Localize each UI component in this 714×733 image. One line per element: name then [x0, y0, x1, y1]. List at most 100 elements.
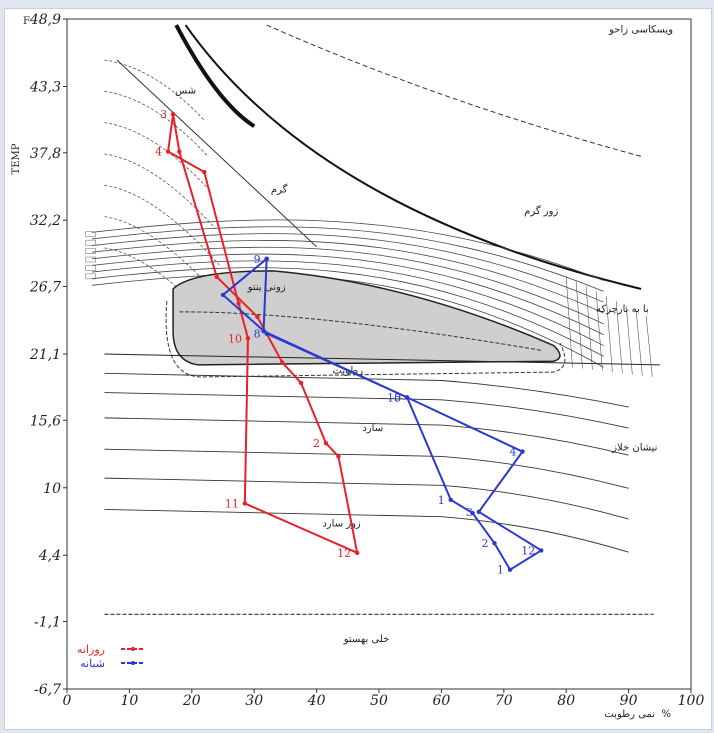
evap-line [645, 315, 653, 377]
comfort-zone-divider [179, 311, 542, 351]
fan-curve [104, 153, 216, 229]
scale-box [85, 248, 96, 254]
series-point [202, 169, 207, 175]
x-tick-label: 60 [432, 693, 450, 709]
series-point [354, 550, 360, 556]
series-point [470, 510, 475, 516]
zone-label: گرم [271, 184, 288, 196]
series-point [298, 380, 304, 386]
y-tick-label: 26,7 [29, 280, 61, 296]
series-point-label: 3 [466, 506, 473, 519]
shading-line [104, 353, 660, 366]
fan-curve [104, 59, 205, 121]
series-point [220, 292, 226, 298]
zone-label: شس [175, 86, 196, 97]
wind-curve [91, 267, 604, 357]
series-point [264, 331, 269, 336]
radiation-line [104, 477, 629, 520]
evap-line [615, 300, 623, 374]
series-point [476, 509, 482, 515]
series-point [177, 149, 182, 154]
x-tick-label: 100 [678, 693, 705, 709]
series-point-label: 5 [394, 391, 401, 404]
series-point [264, 256, 269, 262]
radiation-line [104, 509, 629, 553]
series-point-label: 12 [521, 544, 535, 557]
series-point [242, 501, 248, 506]
series-point [255, 314, 260, 319]
wind-curve [91, 253, 604, 336]
bioclimatic-chart-paper: 0 10 20 30 40 50 60 70 80 90 100 48,9 43,3 37,8 32,2 26… [4, 8, 712, 730]
upper-dashed-curve [266, 24, 642, 157]
x-tick-label: 90 [620, 693, 638, 709]
y-tick-label: 37,8 [30, 146, 61, 162]
y-tick-label: 15,6 [30, 413, 61, 429]
evap-line [575, 281, 583, 369]
y-tick-label: -6,7 [34, 682, 61, 698]
wind-curve [91, 219, 604, 281]
evap-line [565, 276, 573, 368]
x-axis-label: % [661, 709, 671, 720]
y-tick-label: -1,1 [34, 615, 61, 631]
x-tick-label: 30 [245, 693, 263, 709]
evap-line [605, 296, 613, 373]
series-point-label: 12 [337, 547, 351, 560]
boundary-curve-thick [174, 24, 256, 128]
legend-day-label: روزانه [77, 643, 105, 656]
series-point [404, 395, 410, 400]
series-point [261, 328, 266, 334]
series-point-label: 10 [228, 332, 242, 345]
series-point [236, 301, 241, 306]
scale-box [85, 273, 96, 280]
series-point [323, 440, 329, 446]
evap-line [635, 310, 643, 376]
zone-label: زور سارد [322, 518, 361, 529]
y-tick-label: 32,2 [30, 213, 61, 229]
zone-label: خلی بهستو [343, 634, 390, 645]
scale-box [85, 239, 96, 246]
wind-curve [91, 226, 604, 292]
radiation-line [104, 417, 629, 456]
wind-curve [91, 233, 604, 303]
radiation-line [104, 372, 629, 408]
y-tick-label: 10 [43, 481, 61, 497]
series-point-label: 1 [438, 494, 445, 507]
boundary-curve [184, 24, 642, 290]
fan-curve [104, 247, 228, 338]
x-tick-label: 40 [307, 693, 326, 709]
fan-curve [104, 122, 213, 193]
evap-line [625, 305, 633, 375]
y-tick-label: 21,1 [29, 347, 61, 363]
comfort-zone [172, 270, 561, 366]
comfort-zone-extended [165, 300, 566, 378]
zone-label: زور گرم [524, 205, 558, 217]
zone-label: سارد [362, 423, 383, 434]
x-tick-label: 70 [495, 693, 513, 709]
radiation-line [104, 448, 629, 489]
legend-night-marker [131, 661, 135, 665]
series-point-label: 11 [225, 497, 239, 510]
y-tick-label: 4,4 [38, 548, 61, 564]
legend-night-label: شبانه [80, 657, 105, 670]
series-point [336, 454, 341, 459]
wind-curve [91, 246, 604, 325]
scale-box [85, 256, 96, 263]
fan-curve [104, 90, 209, 157]
x-tick-label: 80 [557, 693, 575, 709]
bioclimatic-chart: 0 10 20 30 40 50 60 70 80 90 100 48,9 43,3 37,8 32,2 26… [11, 12, 705, 720]
series-point [170, 111, 176, 117]
evap-line [595, 291, 603, 371]
series-point-label: 1 [497, 564, 504, 577]
zone-label: با به بارچرکه [596, 304, 649, 315]
series-line [221, 258, 544, 572]
series-point [507, 567, 513, 572]
series-point-label: 2 [313, 437, 320, 450]
zone-label: ویسکاسی زاحو [608, 24, 673, 35]
x-tick-label: 10 [120, 693, 138, 709]
series-point [520, 449, 525, 454]
series-point-label: 2 [481, 537, 488, 550]
series-point [448, 497, 453, 503]
